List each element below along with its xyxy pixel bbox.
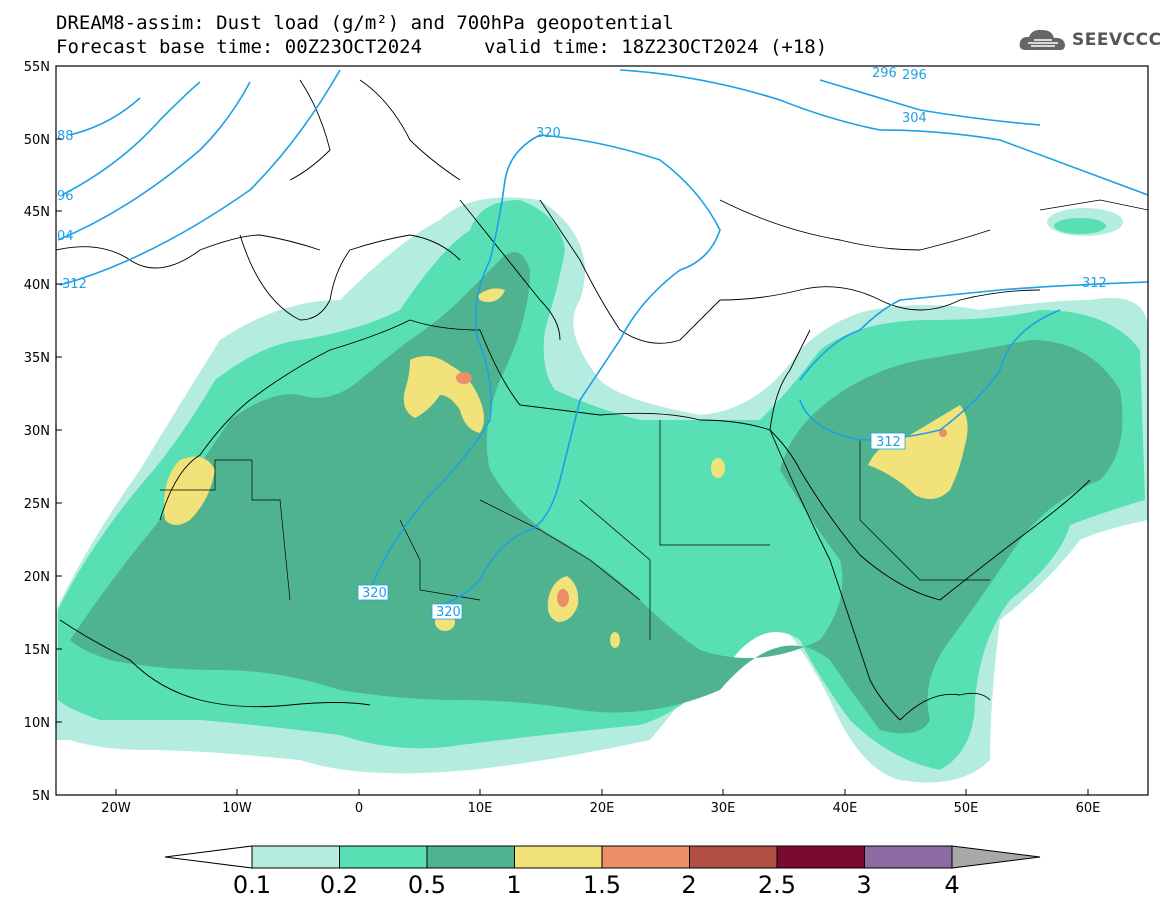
lat-label: 50N (24, 133, 50, 148)
contour-label: 88 (57, 129, 74, 144)
contour-label: 320 (436, 605, 461, 620)
lon-label: 10E (468, 801, 493, 816)
longitude-labels: 20W 10W 0 10E 20E 30E 40E 50E 60E (101, 801, 1100, 816)
colorbar-over-triangle (951, 845, 1041, 869)
colorbar-tick-label: 0.2 (320, 871, 358, 899)
colorbar-tick-label: 1 (506, 871, 521, 899)
colorbar-swatch (426, 845, 515, 869)
lon-label: 10W (222, 801, 252, 816)
lat-label: 40N (24, 278, 50, 293)
lon-label: 0 (355, 801, 363, 816)
map-title: DREAM8-assim: Dust load (g/m²) and 700hP… (56, 12, 674, 34)
seevccc-logo: SEEVCCC (1018, 26, 1162, 54)
colorbar-swatch (514, 845, 603, 869)
contour-label: 296 (902, 68, 927, 83)
lat-label: 10N (24, 716, 50, 731)
dust-layer-orange (456, 372, 947, 607)
contour-labels: 88 96 04 312 320 320 320 312 312 304 296… (57, 66, 1107, 620)
logo-text: SEEVCCC (1072, 30, 1162, 50)
lon-label: 40E (833, 801, 858, 816)
contour-label: 04 (57, 229, 74, 244)
contour-label: 320 (536, 126, 561, 141)
lat-label: 25N (24, 497, 50, 512)
colorbar-tick-label: 0.1 (233, 871, 271, 899)
lat-label: 20N (24, 570, 50, 585)
colorbar-swatch (251, 845, 340, 869)
contour-label-box: 312 (870, 432, 906, 450)
lat-label: 55N (24, 60, 50, 75)
colorbar-tick-label: 2 (681, 871, 696, 899)
lon-label: 50E (954, 801, 979, 816)
lat-label: 35N (24, 351, 50, 366)
dust-layer-dark (70, 252, 1123, 734)
colorbar: 0.1 0.2 0.5 1 1.5 2 2.5 3 4 (164, 845, 1041, 899)
cloud-icon (1019, 29, 1065, 51)
lon-label: 30E (711, 801, 736, 816)
contour-label: 304 (902, 111, 927, 126)
contour-label: 312 (1082, 276, 1107, 291)
contour-label-box: 320 (431, 603, 463, 620)
forecast-base-time: Forecast base time: 00Z23OCT2024 (56, 36, 423, 58)
lat-label: 5N (32, 789, 50, 804)
colorbar-tick-label: 0.5 (408, 871, 446, 899)
country-borders (160, 199, 1148, 640)
colorbar-swatch (864, 845, 953, 869)
colorbar-tick-label: 3 (856, 871, 871, 899)
colorbar-under-triangle (164, 845, 253, 869)
colorbar-tick-label: 1.5 (583, 871, 621, 899)
lon-label: 60E (1076, 801, 1101, 816)
colorbar-swatch (339, 845, 428, 869)
contour-label: 312 (62, 277, 87, 292)
colorbar-swatch (601, 845, 690, 869)
coastlines (56, 79, 1091, 721)
lat-label: 45N (24, 205, 50, 220)
contour-label: 96 (57, 189, 74, 204)
contour-label-box: 320 (357, 584, 389, 601)
contour-label: 312 (876, 435, 901, 450)
axis-ticks (56, 65, 1089, 795)
valid-time: valid time: 18Z23OCT2024 (+18) (484, 36, 828, 58)
contour-label: 296 (872, 66, 897, 81)
lon-label: 20E (590, 801, 615, 816)
colorbar-swatch (689, 845, 778, 869)
contour-label: 320 (362, 586, 387, 601)
colorbar-tick-label: 4 (944, 871, 959, 899)
colorbar-tick-label: 2.5 (758, 871, 796, 899)
latitude-labels: 55N 50N 45N 40N 35N 30N 25N 20N 15N 10N … (24, 60, 50, 804)
lat-label: 15N (24, 643, 50, 658)
geopotential-contours (57, 69, 1148, 606)
colorbar-swatch (776, 845, 865, 869)
lat-label: 30N (24, 424, 50, 439)
lon-label: 20W (101, 801, 131, 816)
